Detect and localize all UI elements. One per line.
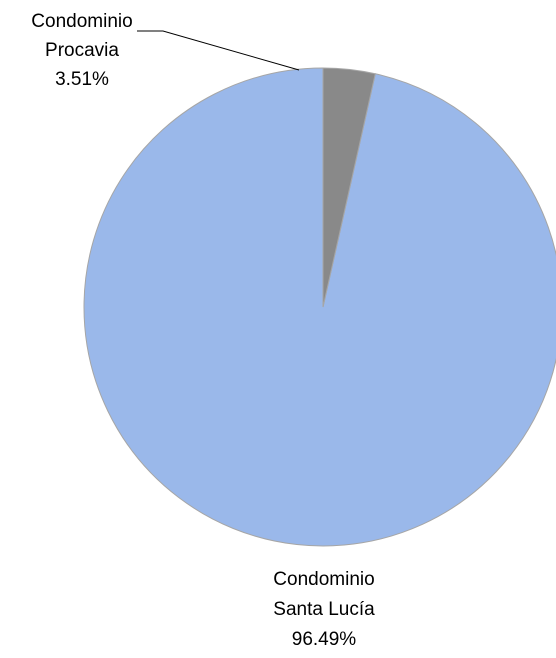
- slice-1-name-label-line-0: Condominio: [31, 11, 132, 32]
- pie-slice-1: [322, 67, 376, 308]
- slice-1-percent-label: 3.51%: [55, 69, 109, 90]
- slice-0-percent-label: 96.49%: [292, 629, 357, 650]
- slice-1-name-label-line-1: Procavia: [45, 40, 119, 61]
- slice-0-name-label-line-0: Condominio: [273, 569, 374, 590]
- leader-lines-layer: [137, 30, 300, 71]
- slice-0-name-label-line-1: Santa Lucía: [273, 599, 375, 620]
- pie-slice-0: [83, 67, 556, 547]
- slice-1-leader-line: [137, 30, 300, 71]
- labels-layer: Condominio Santa Lucía 96.49% Condominio Pro…: [31, 11, 375, 650]
- slices-layer: [83, 67, 556, 547]
